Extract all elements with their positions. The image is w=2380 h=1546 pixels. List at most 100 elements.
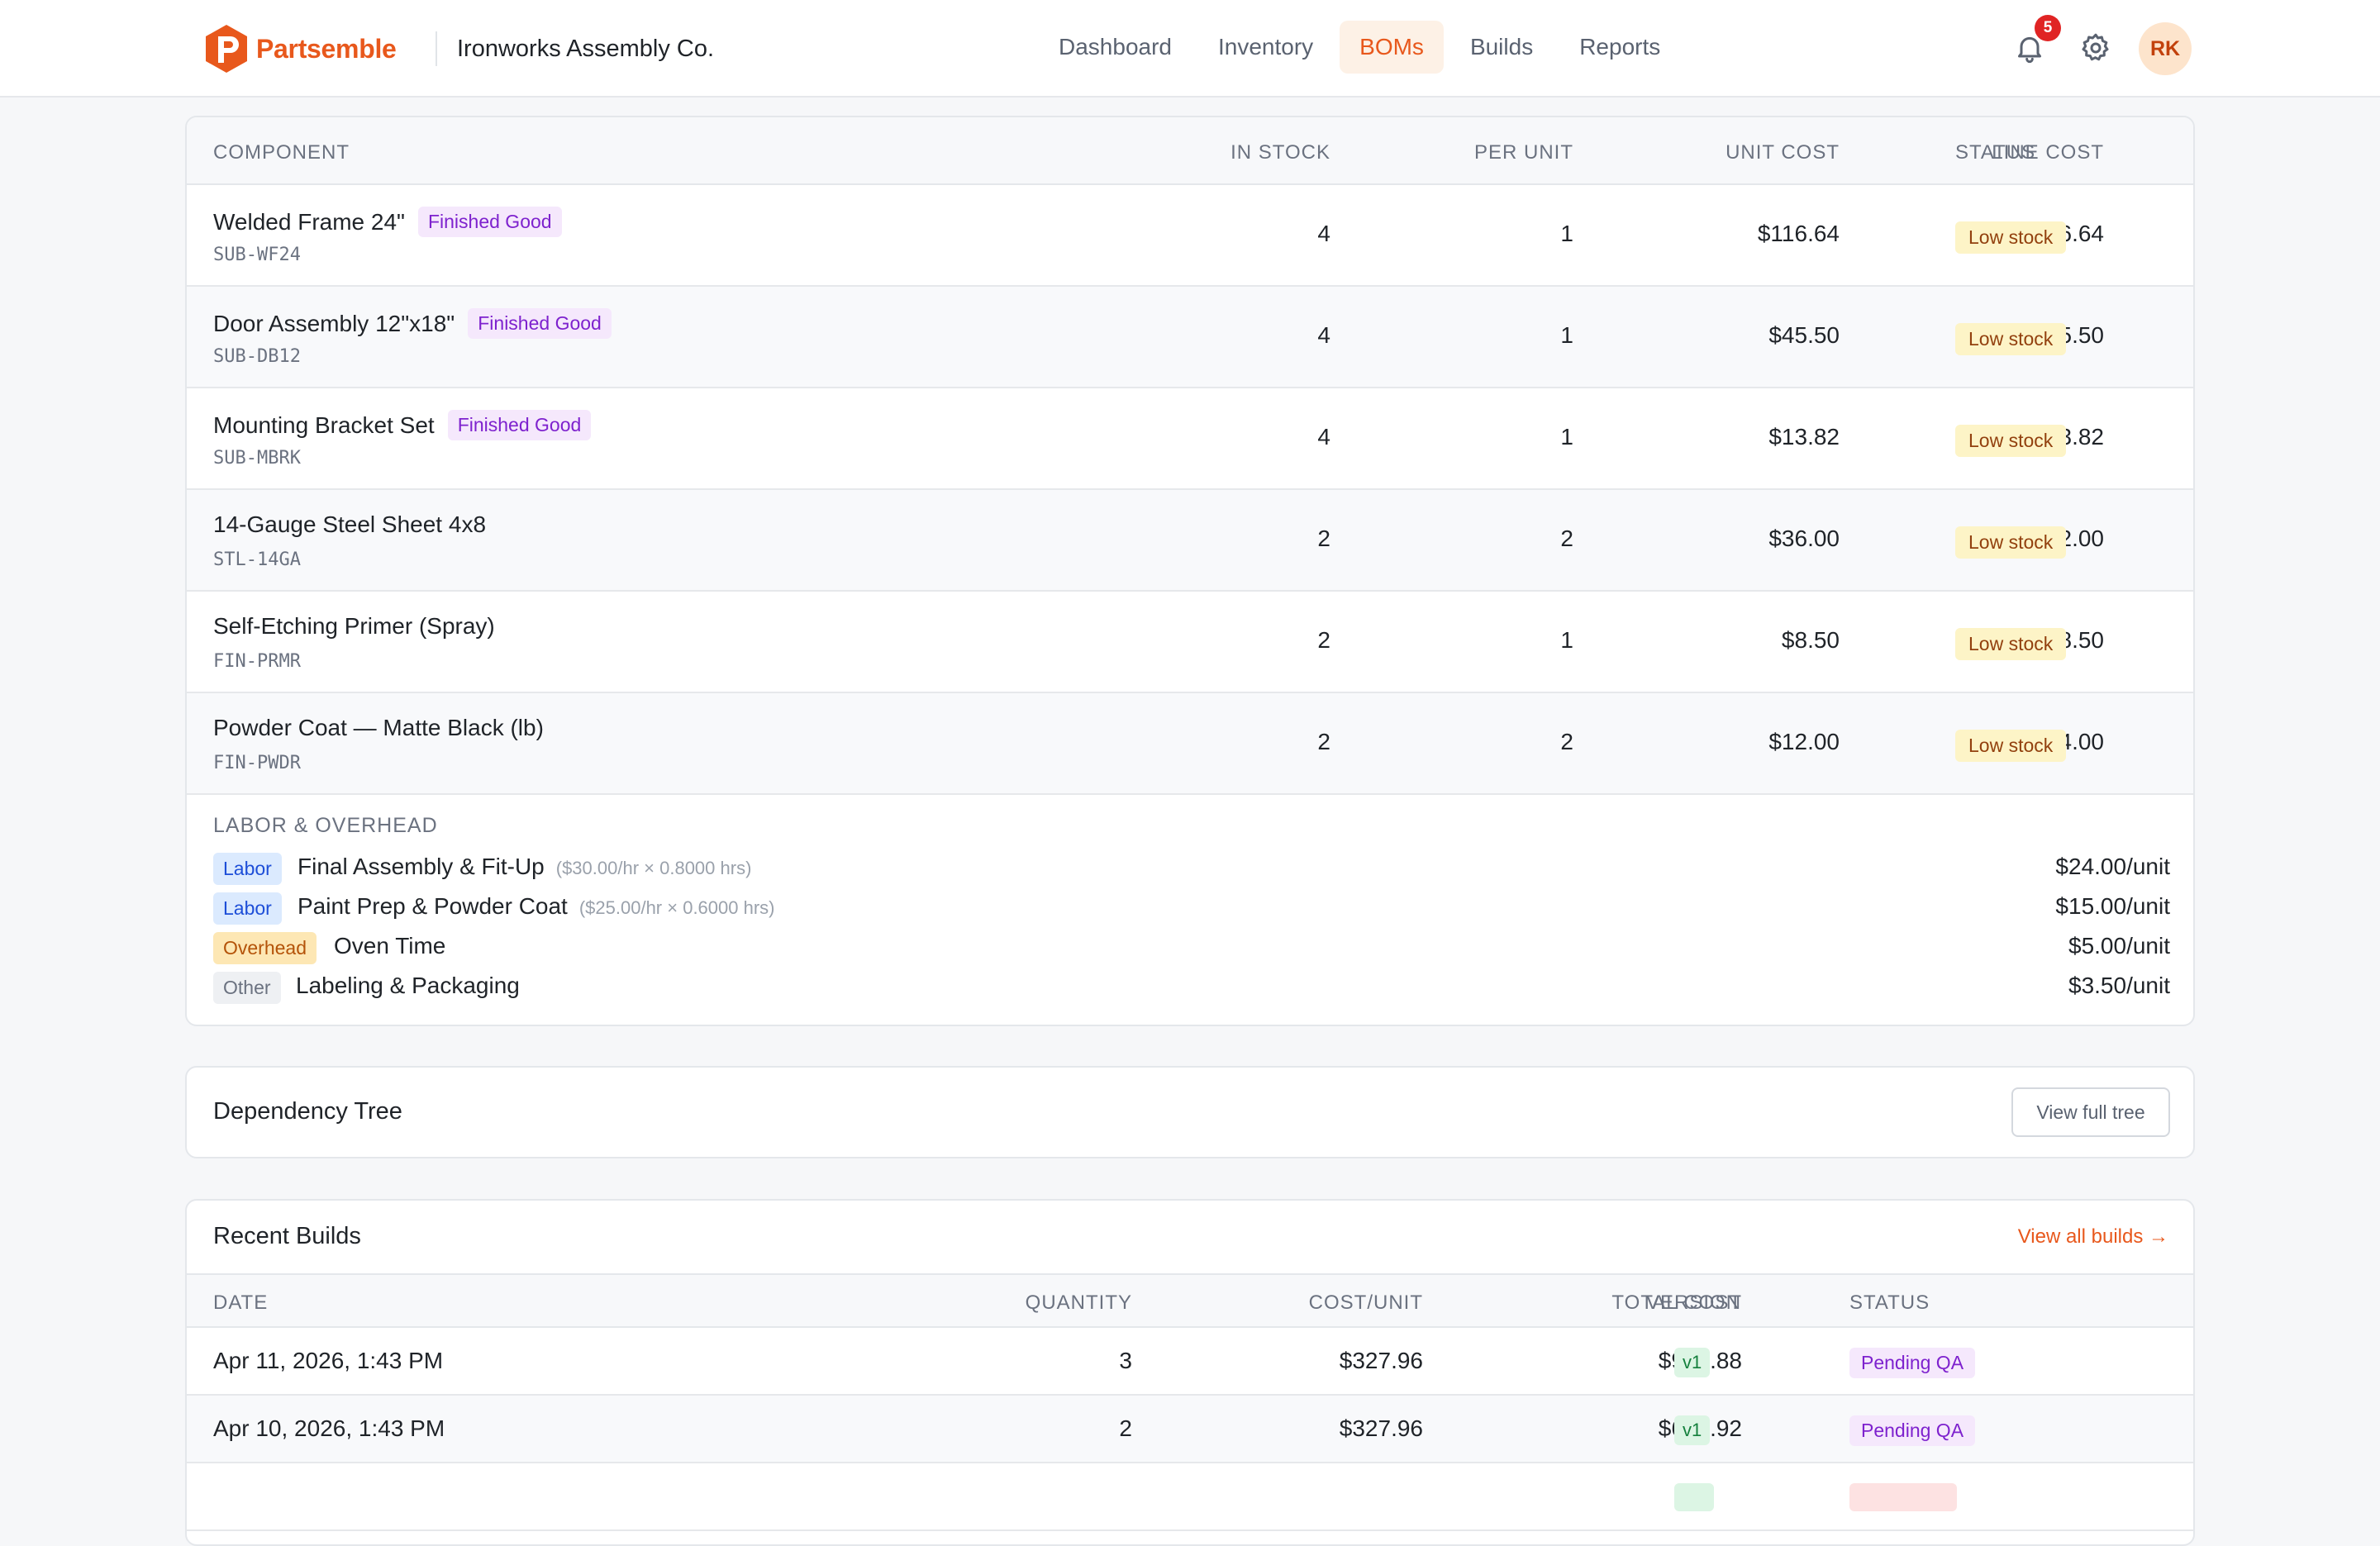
unit-cost-value: $36.00 [1768,526,1840,551]
finished-good-tag: Finished Good [468,308,612,339]
version-badge [1674,1483,1714,1511]
overhead-cost: $5.00/unit [2068,933,2170,959]
in-stock-value: 2 [1317,526,1330,551]
nav-inventory[interactable]: Inventory [1217,34,1314,59]
overhead-name: Oven Time [334,933,446,959]
top-nav: Partsemble Ironworks Assembly Co. Dashbo… [0,0,2380,98]
component-name[interactable]: 14-Gauge Steel Sheet 4x8 [213,511,487,537]
per-unit-value: 1 [1560,322,1573,348]
labor-cost: $15.00/unit [2055,893,2170,919]
table-row[interactable]: Mounting Bracket Set Finished Good SUB-MB… [187,388,2193,490]
col-unit-cost: UNIT COST [1726,141,1840,164]
recent-builds-title: Recent Builds [213,1223,361,1249]
other-cost-value: $3.50/unit [2068,973,2170,998]
status-badge: Low stock [1955,730,2067,762]
labor-name: Paint Prep & Powder Coat [298,893,568,919]
status-badge: Low stock [1955,628,2067,660]
nav-boms[interactable]: BOMs [1340,21,1444,74]
col-cost-unit: COST/UNIT [1308,1292,1423,1314]
unit-cost-value: $116.64 [1757,221,1840,246]
finished-good-tag: Finished Good [447,410,592,440]
build-date: Apr 10, 2026, 1:43 PM [213,1415,445,1441]
labor-name: Final Assembly & Fit-Up [298,854,545,879]
component-sku: SUB-WF24 [213,245,301,265]
table-row[interactable] [187,1463,2193,1531]
labor-formula: ($25.00/hr × 0.6000 hrs) [578,897,775,918]
unit-cost-value: $13.82 [1768,424,1840,450]
organization-name[interactable]: Ironworks Assembly Co. [457,36,715,62]
per-unit-value: 2 [1560,526,1573,551]
component-name[interactable]: Door Assembly 12"x18" [213,310,455,336]
col-status: STATUS [1955,141,2036,164]
other-cost-name: Labeling & Packaging [296,973,520,998]
component-name[interactable]: Self-Etching Primer (Spray) [213,613,495,639]
nav-builds[interactable]: Builds [1469,34,1534,59]
table-row[interactable]: Self-Etching Primer (Spray) FIN-PRMR 2 1… [187,592,2193,693]
table-row[interactable]: Powder Coat — Matte Black (lb) FIN-PWDR … [187,693,2193,795]
status-badge: Low stock [1955,526,2067,559]
build-quantity: 2 [1119,1415,1132,1441]
unit-cost-value: $8.50 [1781,627,1840,653]
in-stock-value: 2 [1317,729,1330,754]
table-row[interactable]: Apr 10, 2026, 1:43 PM 2 $327.96 $655.92 … [187,1396,2193,1463]
version-badge: v1 [1674,1415,1711,1445]
status-badge [1849,1483,1957,1511]
status-badge: Pending QA [1849,1415,1976,1446]
per-unit-value: 1 [1560,424,1573,450]
per-unit-value: 2 [1560,729,1573,754]
bell-icon[interactable] [2013,31,2046,64]
labor-formula: ($30.00/hr × 0.8000 hrs) [555,858,752,878]
version-badge: v1 [1674,1348,1711,1377]
notification-count-badge: 5 [2035,15,2061,41]
component-name[interactable]: Powder Coat — Matte Black (lb) [213,715,544,740]
overhead-tag: Overhead [213,932,317,964]
status-badge: Low stock [1955,323,2067,355]
partsemble-logo-icon [206,25,247,73]
per-unit-value: 1 [1560,221,1573,246]
table-row[interactable]: 14-Gauge Steel Sheet 4x8 STL-14GA 2 2 $3… [187,490,2193,592]
brand-logo-link[interactable]: Partsemble [203,22,397,75]
overhead-row: Overhead Oven Time $5.00/unit [213,932,2170,965]
brand-divider [436,31,437,66]
labor-cost: $24.00/unit [2055,854,2170,879]
in-stock-value: 2 [1317,627,1330,653]
view-full-tree-button[interactable]: View full tree [2011,1087,2170,1137]
build-quantity: 3 [1119,1348,1132,1373]
component-sku: FIN-PRMR [213,651,301,672]
other-cost-row: Other Labeling & Packaging $3.50/unit [213,972,2170,1005]
finished-good-tag: Finished Good [417,207,562,237]
per-unit-value: 1 [1560,627,1573,653]
labor-tag: Labor [213,853,282,885]
table-row[interactable]: Door Assembly 12"x18" Finished Good SUB-D… [187,287,2193,388]
unit-cost-value: $12.00 [1768,729,1840,754]
unit-cost-value: $45.50 [1768,322,1840,348]
col-quantity: QUANTITY [1025,1292,1132,1314]
col-component: COMPONENT [213,141,350,164]
nav-reports[interactable]: Reports [1579,34,1661,59]
component-name[interactable]: Welded Frame 24" [213,208,405,235]
other-tag: Other [213,972,281,1004]
nav-dashboard[interactable]: Dashboard [1059,34,1172,59]
builds-table-header: DATE QUANTITY COST/UNIT TOTAL COST VERSI… [187,1273,2193,1328]
build-cost-unit: $327.96 [1339,1415,1423,1441]
col-version: VERSION [1646,1292,1742,1314]
dependency-tree-title: Dependency Tree [213,1098,402,1125]
user-avatar[interactable]: RK [2139,22,2192,75]
table-row[interactable]: Apr 11, 2026, 1:43 PM 3 $327.96 $983.88 … [187,1328,2193,1396]
component-sku: FIN-PWDR [213,753,301,773]
component-sku: SUB-DB12 [213,346,301,367]
col-line-cost: LINE COST [1992,141,2104,164]
brand-name: Partsemble [256,33,397,64]
labor-tag: Labor [213,892,282,925]
labor-overhead-heading: LABOR & OVERHEAD [213,814,438,837]
table-row[interactable]: Welded Frame 24" Finished Good SUB-WF24 4… [187,185,2193,287]
components-card: COMPONENT IN STOCK PER UNIT UNIT COST LI… [185,116,2195,1026]
build-date: Apr 11, 2026, 1:43 PM [213,1348,444,1373]
build-cost-unit: $327.96 [1339,1348,1423,1373]
component-name[interactable]: Mounting Bracket Set [213,411,435,438]
gear-icon[interactable] [2079,31,2112,64]
view-all-builds-link[interactable]: View all builds → [2017,1225,2168,1248]
in-stock-value: 4 [1317,424,1330,450]
component-sku: SUB-MBRK [213,448,301,469]
labor-row: Labor Final Assembly & Fit-Up ($30.00/hr … [213,853,2170,886]
